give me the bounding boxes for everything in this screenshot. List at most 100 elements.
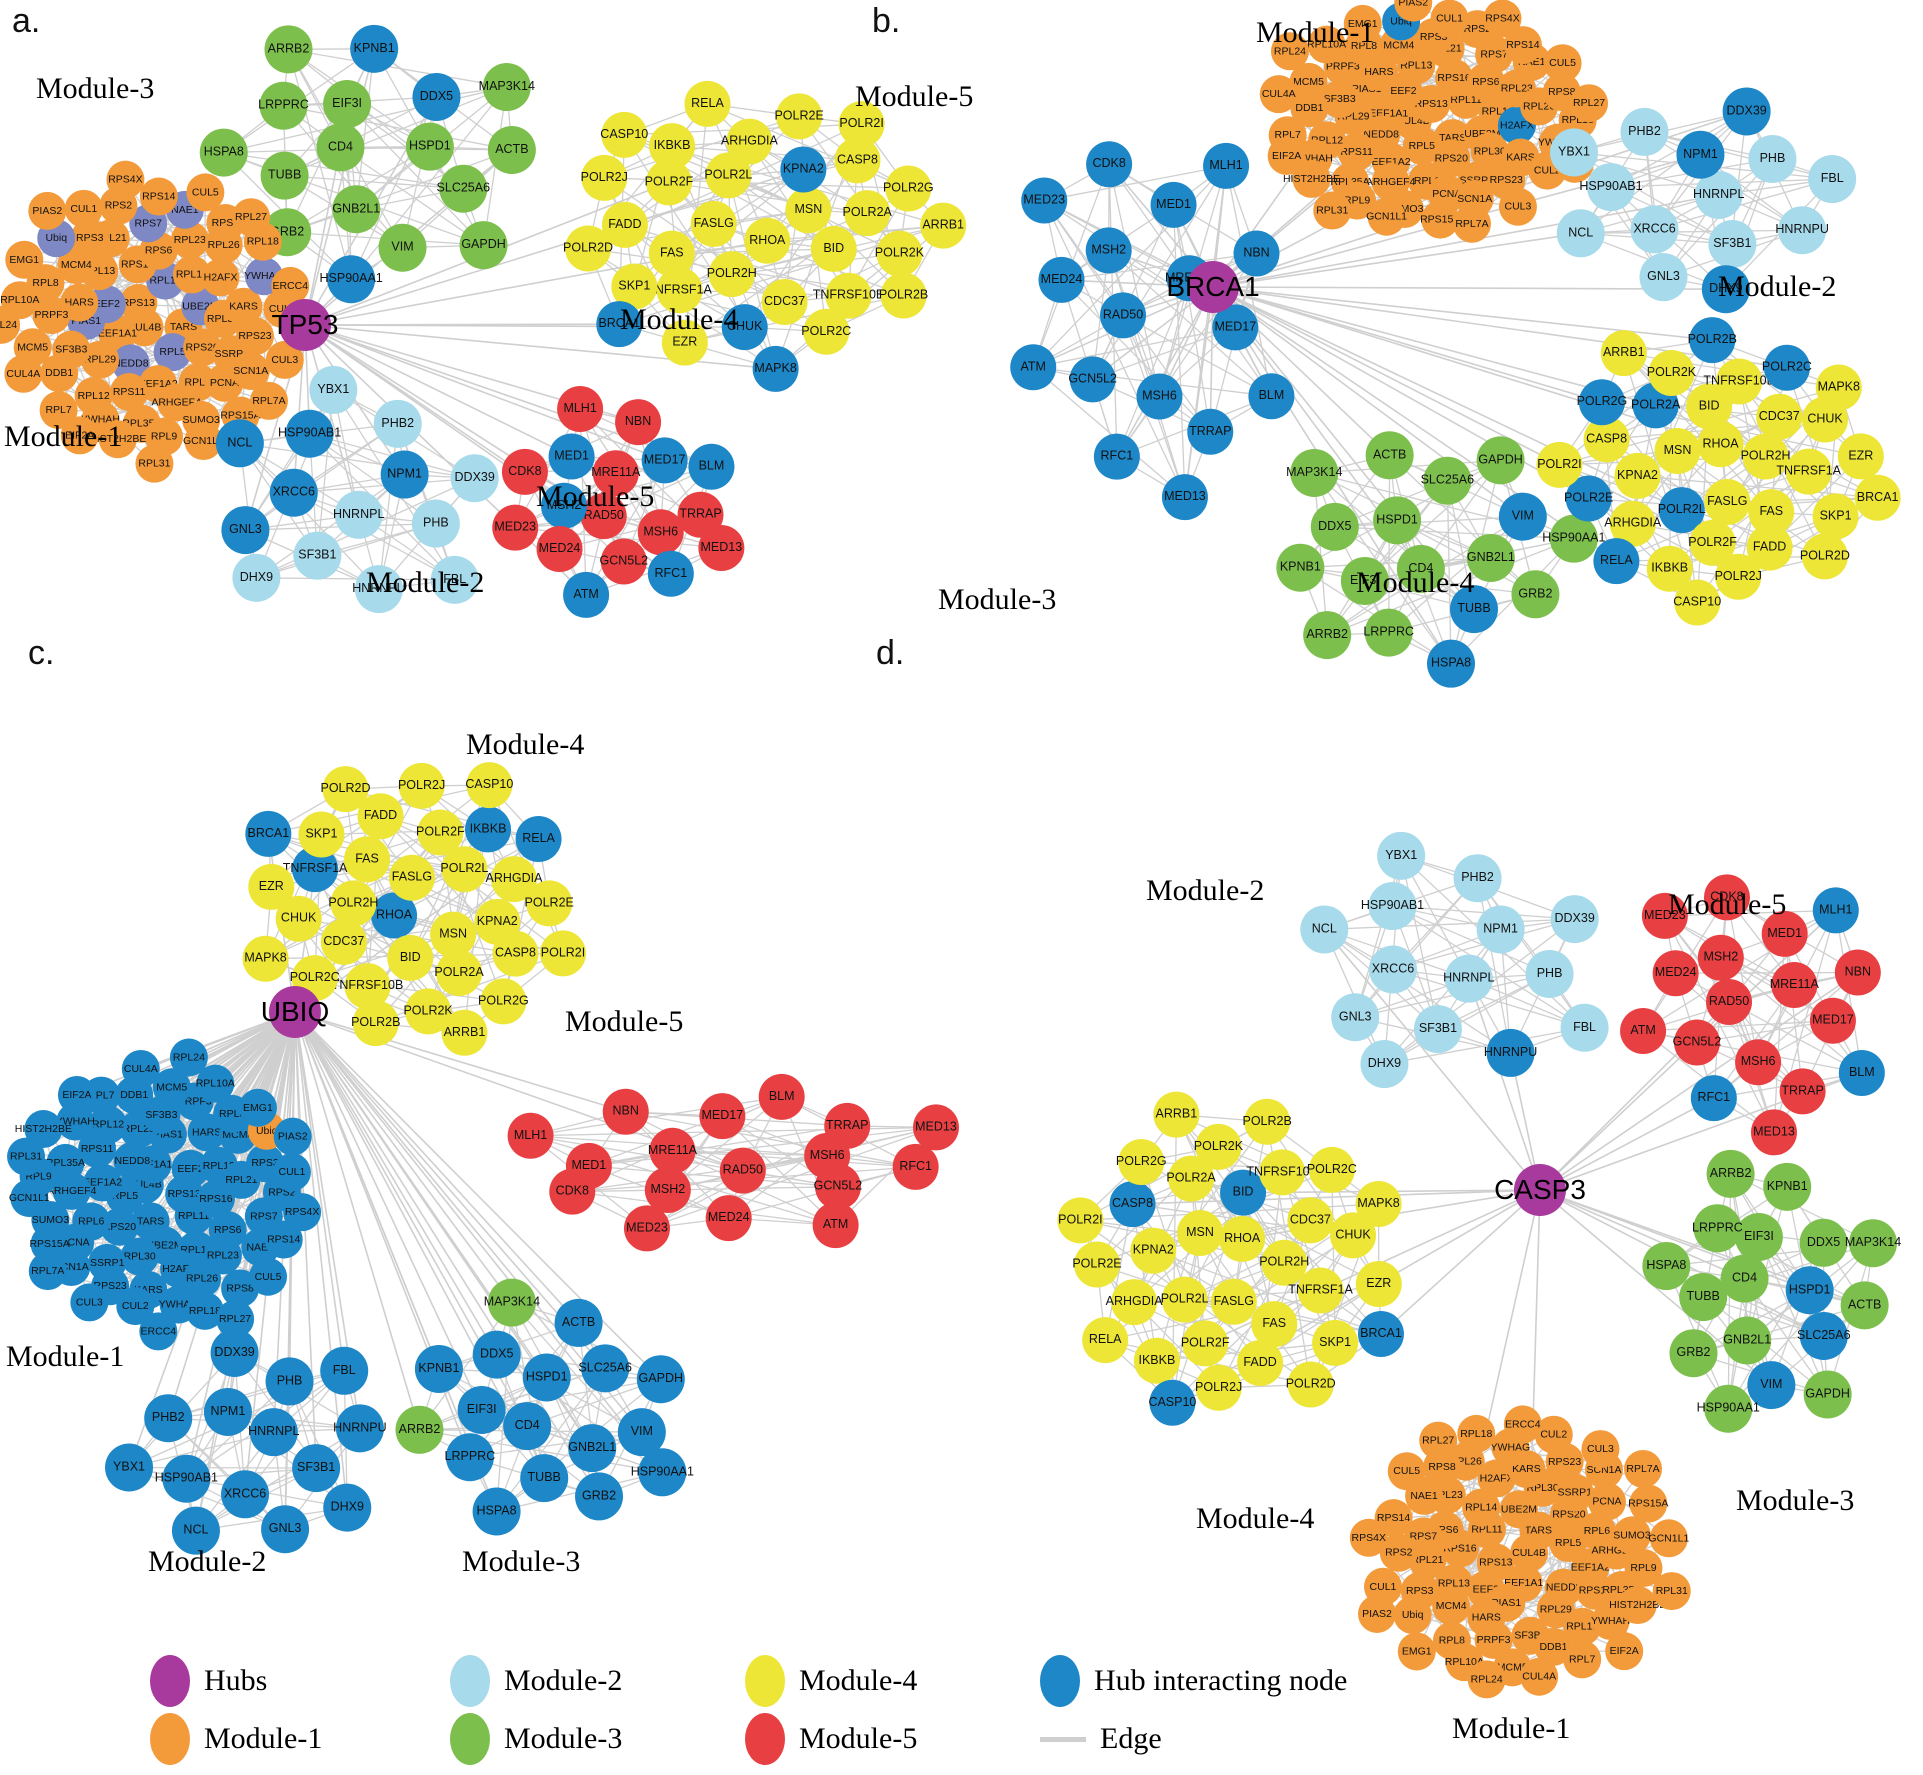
node[interactable]: [30, 1224, 69, 1263]
node[interactable]: [378, 223, 427, 272]
node[interactable]: [812, 1202, 859, 1249]
node[interactable]: [1320, 80, 1359, 119]
node[interactable]: [309, 365, 358, 414]
node[interactable]: [601, 201, 648, 248]
node[interactable]: [526, 880, 573, 927]
node[interactable]: [1357, 1311, 1404, 1358]
node[interactable]: [480, 978, 527, 1025]
node[interactable]: [637, 509, 684, 556]
node[interactable]: [563, 571, 610, 618]
hub-node[interactable]: [269, 986, 321, 1038]
node[interactable]: [1093, 433, 1140, 480]
node[interactable]: [170, 220, 209, 259]
node[interactable]: [1364, 608, 1413, 657]
node[interactable]: [1605, 1632, 1644, 1671]
node[interactable]: [1290, 448, 1339, 497]
node[interactable]: [322, 766, 369, 813]
node[interactable]: [169, 1038, 208, 1077]
node[interactable]: [1168, 1155, 1215, 1202]
node[interactable]: [105, 1443, 154, 1492]
node[interactable]: [24, 1110, 63, 1149]
node[interactable]: [554, 1298, 603, 1347]
node[interactable]: [1069, 356, 1116, 403]
node[interactable]: [705, 152, 752, 199]
node[interactable]: [1337, 132, 1376, 171]
node[interactable]: [1086, 141, 1133, 188]
node[interactable]: [1498, 492, 1547, 541]
node[interactable]: [1187, 408, 1234, 455]
node[interactable]: [1430, 0, 1469, 38]
node[interactable]: [111, 344, 150, 383]
node[interactable]: [1624, 1449, 1663, 1488]
node[interactable]: [600, 538, 647, 585]
node[interactable]: [417, 809, 464, 856]
node[interactable]: [1248, 373, 1295, 420]
node[interactable]: [1100, 292, 1147, 339]
node[interactable]: [1808, 155, 1857, 204]
node[interactable]: [677, 491, 724, 538]
node[interactable]: [1812, 887, 1859, 934]
node[interactable]: [1723, 1316, 1772, 1365]
node[interactable]: [264, 25, 313, 74]
node[interactable]: [548, 433, 595, 480]
node[interactable]: [1419, 1421, 1458, 1460]
node[interactable]: [503, 1402, 552, 1451]
node[interactable]: [1457, 1414, 1496, 1453]
node[interactable]: [371, 892, 418, 939]
node[interactable]: [1427, 639, 1476, 688]
node[interactable]: [248, 863, 295, 910]
node[interactable]: [1511, 570, 1560, 619]
node[interactable]: [1073, 1241, 1120, 1288]
node[interactable]: [492, 930, 539, 977]
node[interactable]: [557, 385, 604, 432]
node[interactable]: [216, 1300, 255, 1339]
node[interactable]: [1778, 206, 1827, 255]
node[interactable]: [221, 1470, 270, 1519]
node[interactable]: [1689, 519, 1736, 566]
node[interactable]: [1289, 62, 1328, 101]
node[interactable]: [487, 126, 536, 175]
node[interactable]: [1658, 487, 1705, 534]
node[interactable]: [838, 101, 885, 148]
node[interactable]: [758, 1073, 805, 1120]
node[interactable]: [1676, 130, 1725, 179]
node[interactable]: [4, 354, 43, 393]
node[interactable]: [1310, 502, 1359, 551]
node[interactable]: [698, 525, 745, 572]
node[interactable]: [100, 1207, 139, 1246]
node[interactable]: [1421, 200, 1460, 239]
node[interactable]: [232, 553, 281, 602]
node[interactable]: [1578, 379, 1625, 426]
node[interactable]: [1697, 421, 1744, 468]
node[interactable]: [231, 351, 270, 390]
node[interactable]: [405, 988, 452, 1035]
node[interactable]: [1583, 416, 1630, 463]
node[interactable]: [705, 1195, 752, 1242]
node[interactable]: [549, 1168, 596, 1215]
hub-node[interactable]: [1514, 1164, 1566, 1216]
node[interactable]: [1534, 1627, 1573, 1666]
node[interactable]: [465, 806, 512, 853]
node[interactable]: [398, 762, 445, 809]
node[interactable]: [1467, 1660, 1506, 1699]
node[interactable]: [1815, 364, 1862, 411]
node[interactable]: [436, 949, 483, 996]
node[interactable]: [1349, 1518, 1388, 1557]
node[interactable]: [1742, 433, 1789, 480]
node[interactable]: [1161, 474, 1208, 521]
node[interactable]: [1648, 349, 1695, 396]
node[interactable]: [1652, 1572, 1691, 1611]
node[interactable]: [1402, 126, 1441, 165]
node[interactable]: [1368, 882, 1417, 931]
node[interactable]: [636, 1355, 685, 1404]
node[interactable]: [1612, 1516, 1651, 1555]
node[interactable]: [1646, 545, 1693, 592]
node[interactable]: [1153, 1091, 1200, 1138]
node[interactable]: [1679, 1273, 1728, 1322]
node[interactable]: [1555, 1473, 1594, 1512]
node[interactable]: [1704, 479, 1751, 526]
node[interactable]: [1763, 1162, 1812, 1211]
node[interactable]: [1834, 949, 1881, 996]
node[interactable]: [575, 1472, 624, 1521]
node[interactable]: [1549, 128, 1598, 177]
